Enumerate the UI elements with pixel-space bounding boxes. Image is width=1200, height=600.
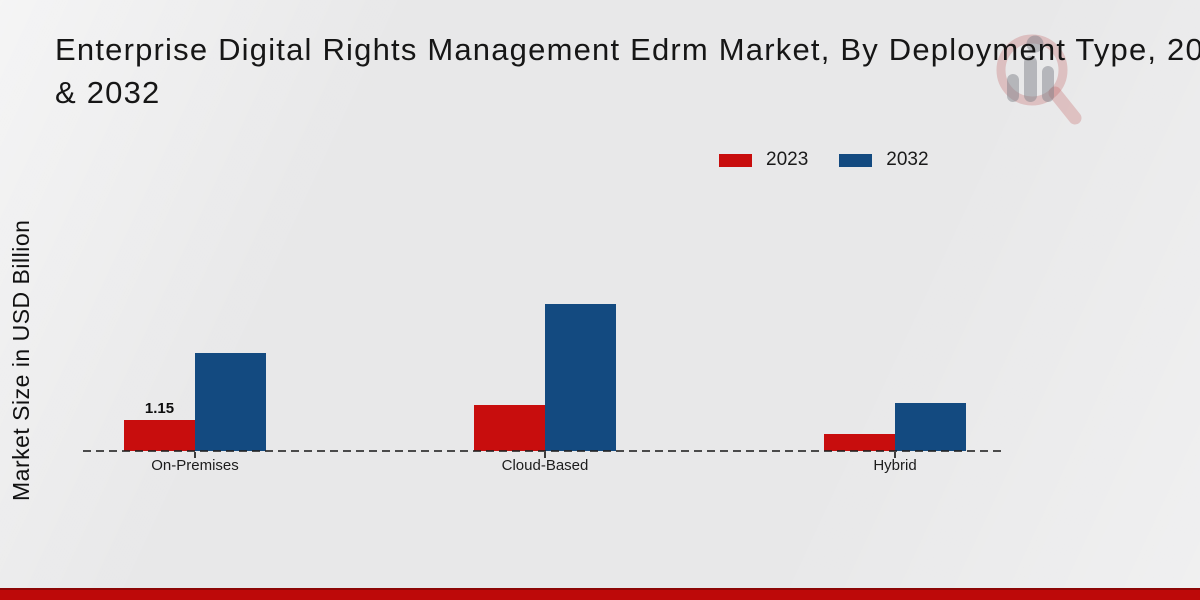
bar-value-label-2023-On-Premises: 1.15: [144, 400, 175, 417]
legend-swatch-2023: [719, 153, 752, 167]
chart-title-line1: Enterprise Digital Rights Management Edr…: [55, 32, 1200, 67]
bar-2032-On-Premises: [195, 353, 266, 451]
category-label-On-Premises: On-Premises: [151, 457, 239, 474]
x-axis-dashed-line: [83, 450, 1003, 452]
bar-2023-Cloud-Based: [474, 405, 545, 451]
magnifier-bar-chart-logo-icon: [996, 34, 1082, 125]
legend: 2023 2032: [719, 149, 929, 171]
legend-label: 2032: [886, 149, 929, 170]
bar-2023-Hybrid: [824, 434, 895, 451]
legend-swatch-2032: [839, 153, 873, 167]
legend-label: 2023: [766, 149, 809, 170]
chart-title: Enterprise Digital Rights Management Edr…: [55, 28, 1200, 114]
legend-item-2032: 2032: [839, 149, 929, 171]
chart-title-line2: & 2032: [55, 75, 161, 110]
x-axis-tick: [544, 452, 546, 458]
bar-2032-Cloud-Based: [545, 304, 616, 451]
x-axis-tick: [194, 452, 196, 458]
legend-item-2023: 2023: [719, 149, 808, 171]
category-label-Hybrid: Hybrid: [873, 457, 917, 474]
x-axis-tick: [894, 452, 896, 458]
category-label-Cloud-Based: Cloud-Based: [501, 457, 589, 474]
bar-2023-On-Premises: [124, 420, 195, 451]
footer-red-band: [0, 588, 1200, 600]
bar-2032-Hybrid: [895, 403, 966, 451]
